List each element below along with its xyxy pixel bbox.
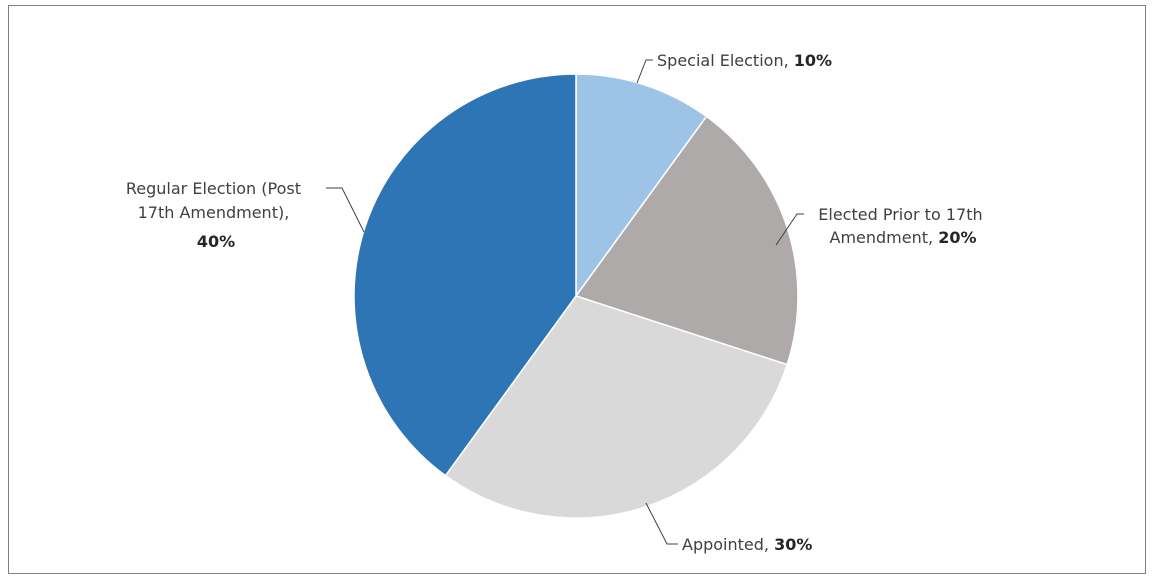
leader-line-regular [326, 187, 365, 233]
label-special-election: Special Election, 10% [657, 51, 832, 70]
pie-slice-special-election [575, 73, 708, 299]
pie-slices [353, 73, 799, 519]
pie-slice-regular-election-post-17th-amendment [353, 73, 577, 477]
leader-lines [326, 59, 804, 545]
leader-line-special [636, 59, 653, 84]
pie-slice-elected-prior-to-17th-amendment [574, 115, 799, 366]
label-elected-prior: Elected Prior to 17th Amendment, 20% [818, 205, 987, 247]
pie-slice-appointed [444, 295, 789, 519]
leader-line-elected [775, 213, 804, 246]
label-appointed: Appointed, 30% [682, 535, 812, 554]
label-regular-election: Regular Election (Post 17th Amendment), … [126, 179, 306, 251]
leader-line-appointed [645, 502, 678, 545]
